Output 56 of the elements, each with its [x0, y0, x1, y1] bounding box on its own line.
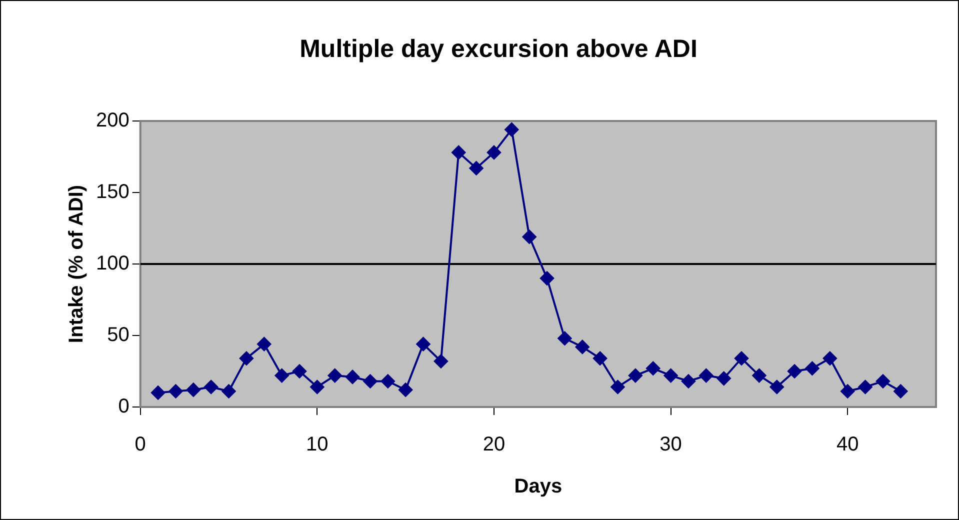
- point: [452, 145, 466, 160]
- point: [346, 370, 360, 384]
- x-tick-label: 40: [836, 434, 859, 456]
- point: [222, 384, 236, 398]
- y-axis-title: Intake (% of ADI): [66, 184, 88, 344]
- point: [416, 337, 430, 352]
- point: [398, 382, 413, 397]
- point: [858, 380, 872, 394]
- point: [558, 331, 572, 346]
- point: [593, 351, 608, 366]
- x-tick-label: 30: [660, 434, 682, 456]
- point: [681, 374, 696, 388]
- y-tick-label: 50: [107, 324, 130, 346]
- y-tick-label: 150: [96, 181, 130, 204]
- point: [328, 368, 342, 383]
- x-tick-label: 20: [482, 434, 506, 456]
- point: [310, 380, 324, 394]
- point: [752, 368, 766, 383]
- point: [540, 271, 554, 286]
- chart-title: Multiple day excursion above ADI: [300, 34, 698, 63]
- point: [274, 368, 289, 383]
- point: [805, 361, 820, 376]
- point: [469, 161, 484, 176]
- point: [204, 380, 218, 394]
- x-axis-title: Days: [514, 476, 562, 498]
- point: [646, 361, 660, 376]
- point: [522, 230, 536, 244]
- point: [168, 384, 183, 398]
- point: [257, 337, 272, 352]
- point: [664, 368, 678, 383]
- y-tick-label: 100: [96, 252, 130, 275]
- point: [894, 384, 908, 398]
- point: [876, 374, 890, 388]
- point: [504, 122, 519, 137]
- point: [575, 340, 590, 354]
- point: [840, 384, 855, 398]
- point: [486, 145, 501, 160]
- point: [363, 374, 378, 388]
- point: [610, 380, 625, 394]
- point: [292, 364, 306, 378]
- point: [239, 351, 254, 366]
- y-tick-label: 200: [96, 110, 130, 132]
- point: [770, 380, 784, 394]
- point: [628, 368, 642, 383]
- point: [822, 351, 837, 366]
- point: [699, 368, 714, 383]
- point: [151, 386, 166, 400]
- x-tick-label: 10: [306, 434, 328, 456]
- point: [734, 351, 749, 366]
- point: [186, 382, 200, 397]
- point: [434, 354, 448, 368]
- point: [788, 364, 802, 378]
- point: [380, 374, 395, 388]
- x-tick-label: 0: [134, 434, 146, 456]
- point: [716, 371, 731, 386]
- y-tick-label: 0: [118, 396, 130, 418]
